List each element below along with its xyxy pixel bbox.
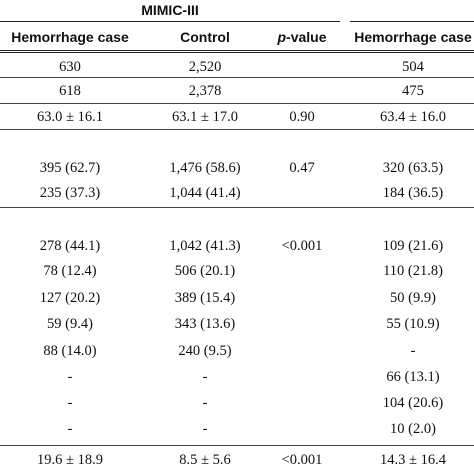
table-cell: 66 (13.1) [386,369,440,385]
table-cell: 343 (13.6) [174,316,236,332]
table-cell: 78 (12.4) [43,263,97,279]
table-cell: - [410,343,416,359]
table-cell: 55 (10.9) [386,316,440,332]
table-cell: 88 (14.0) [43,343,97,359]
table-cell: 19.6 ± 18.9 [37,452,103,468]
table-cell: - [67,421,73,437]
header-control: Control [180,29,230,45]
table-cell: 63.4 ± 16.0 [380,109,446,125]
rule-group-underline [0,21,340,22]
header-hemorrhage-case: Hemorrhage case [11,29,129,45]
table-cell: 63.0 ± 16.1 [37,109,103,125]
table-cell: 10 (2.0) [390,421,436,437]
table-cell: 2,520 [188,59,222,75]
table-cell: 240 (9.5) [178,343,232,359]
table-cell: 14.3 ± 16.4 [380,452,446,468]
table-cell: 59 (9.4) [47,316,93,332]
table-cell: 395 (62.7) [39,160,101,176]
table-cell: 2,378 [188,83,222,99]
table-cell: 504 [402,59,424,75]
row-divider [0,77,474,78]
table-cell: <0.001 [281,238,323,254]
table-cell: <0.001 [281,452,323,468]
table-cell: 50 (9.9) [390,290,436,306]
table-cell: - [202,395,208,411]
table-cell: 235 (37.3) [39,185,101,201]
header-p-rest: -value [286,29,327,45]
table-cell: 8.5 ± 5.6 [179,452,231,468]
table-cell: 104 (20.6) [382,395,444,411]
table-cell: 618 [59,83,81,99]
table-cell: 0.90 [289,109,315,125]
row-divider [0,207,474,208]
table-cell: 110 (21.8) [383,263,443,279]
table-cell: 63.1 ± 17.0 [172,109,238,125]
row-divider [0,445,474,446]
table-cell: 0.47 [289,160,315,176]
table-cell: 475 [402,83,424,99]
row-divider [0,103,474,104]
header-p-value: p-value [262,28,342,46]
table-cell: 630 [59,59,81,75]
rule-header-bottom-2 [0,52,474,53]
table-cell: 184 (36.5) [382,185,444,201]
table-cell: 506 (20.1) [174,263,236,279]
table-cell: 389 (15.4) [174,290,236,306]
header-p-italic: p [277,29,287,45]
table-cell: - [202,369,208,385]
table-cell: - [202,421,208,437]
table-cell: 127 (20.2) [39,290,101,306]
header-hemorrhage-case-2: Hemorrhage case [354,29,472,45]
rule-header-bottom [0,50,474,51]
table-cell: - [67,369,73,385]
row-divider [0,129,474,130]
table-cell: - [67,395,73,411]
table-cell: 1,476 (58.6) [169,160,241,176]
table-cell: 278 (44.1) [39,238,101,254]
table-cell: 109 (21.6) [382,238,444,254]
table-cell: 1,044 (41.4) [169,185,241,201]
group-title-mimic: MIMIC-III [141,2,199,18]
table-cell: 320 (63.5) [382,160,444,176]
table-cell: 1,042 (41.3) [169,238,241,254]
rule-top-right [350,21,474,22]
